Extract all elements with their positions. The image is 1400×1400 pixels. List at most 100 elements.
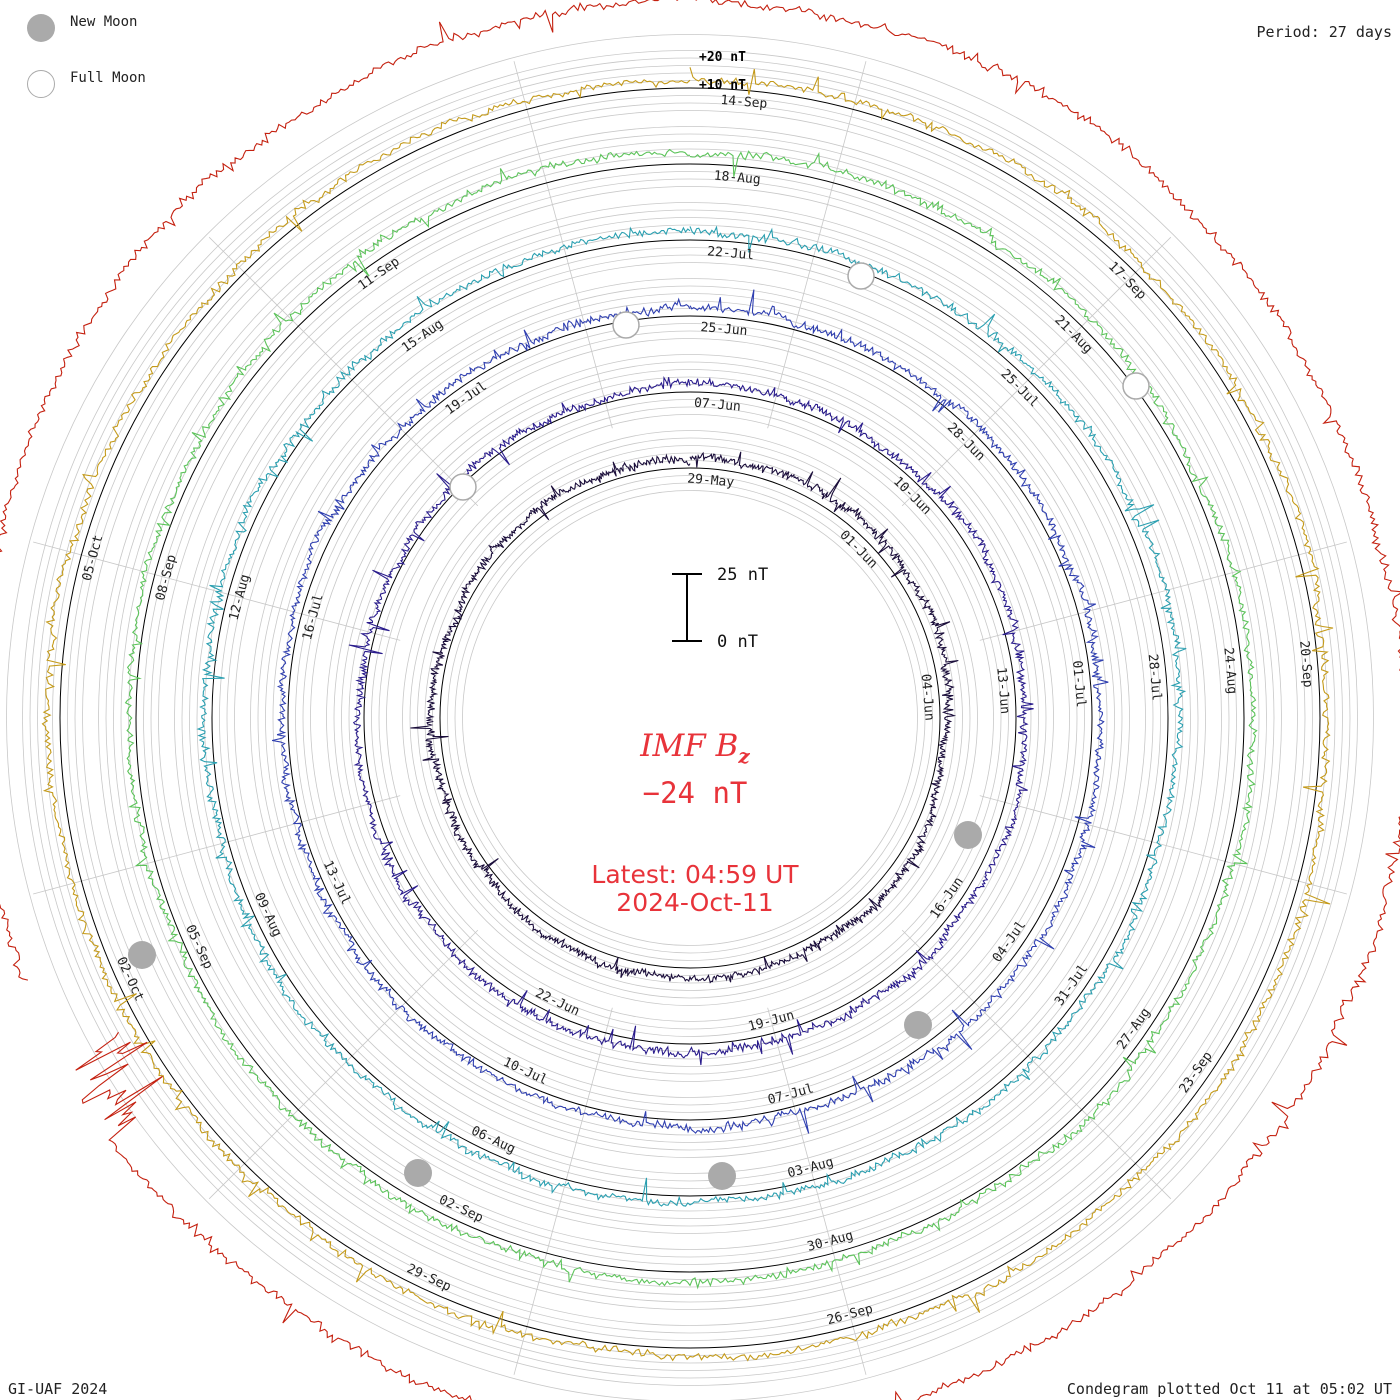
new-moon-marker [708, 1162, 736, 1190]
grid-ring [22, 50, 1358, 1386]
date-label: 20-Sep [1296, 640, 1315, 688]
scale-ticks: +20 nT +10 nT [699, 50, 746, 93]
full-moon-marker [449, 473, 477, 501]
grid-ring [150, 178, 1230, 1258]
grid-ring [6, 34, 1374, 1400]
date-label: 30-Aug [806, 1228, 855, 1255]
grid-ring [189, 217, 1191, 1219]
rotation-baseline [135, 163, 1245, 1273]
date-label: 01-Jul [1069, 660, 1088, 708]
latest-time: Latest: 04:59 UT [591, 860, 799, 889]
grid-ring [74, 102, 1306, 1334]
date-label: 29-May [687, 471, 735, 490]
grid-ring [204, 232, 1176, 1204]
bz-series-rotation-6 [41, 67, 1334, 1362]
chart-title-main: IMF B [640, 728, 739, 764]
date-label: 23-Sep [1177, 1049, 1216, 1096]
date-label: 04-Jun [918, 673, 937, 721]
date-label: 16-Jul [300, 592, 327, 641]
credit-label: GI-UAF 2024 [8, 1380, 108, 1398]
date-label: 13-Jun [993, 667, 1012, 715]
grid-ring [82, 110, 1298, 1326]
grid-ring [302, 330, 1078, 1106]
date-label: 25-Jun [700, 320, 748, 339]
period-label: Period: 27 days [1256, 23, 1392, 41]
grid-ring [272, 300, 1108, 1136]
grid-ring [409, 437, 971, 999]
grid-ring [105, 133, 1275, 1303]
radial-gridlines [6, 34, 1374, 1400]
grid-ring [454, 482, 926, 954]
legend-full-moon-label: Full Moon [70, 70, 146, 86]
rotation-baseline [287, 315, 1093, 1121]
date-label: 16-Jun [928, 875, 967, 922]
grid-ring [29, 57, 1351, 1379]
grid-ring [181, 209, 1199, 1227]
date-label: 14-Sep [720, 93, 768, 112]
full-moon-marker [612, 311, 640, 339]
grid-ring [219, 247, 1161, 1189]
date-label: 08-Sep [153, 553, 180, 602]
new-moon-marker [404, 1159, 432, 1187]
grid-ring [386, 414, 994, 1022]
grid-ring [257, 285, 1123, 1151]
grid-ring [120, 148, 1260, 1288]
latest-date: 2024-Oct-11 [616, 888, 774, 917]
grid-ring [98, 126, 1282, 1310]
legend-full-moon-icon [27, 70, 55, 98]
grid-ring [265, 293, 1115, 1143]
chart-title: IMF Bz [550, 728, 840, 768]
bz-series-rotation-2 [348, 375, 1034, 1066]
grid-ring [378, 406, 1002, 1030]
full-moon-marker [1122, 372, 1150, 400]
grid-ring [174, 202, 1206, 1234]
bz-series-rotation-4 [196, 225, 1187, 1207]
grid-ring [447, 475, 933, 961]
date-label: 26-Sep [825, 1302, 874, 1329]
date-label: 11-Sep [356, 254, 403, 293]
date-label: 19-Jul [443, 379, 490, 418]
date-label: 18-Aug [713, 169, 761, 188]
date-label: 07-Jul [766, 1081, 815, 1108]
grid-ring [158, 186, 1222, 1250]
current-value: −24 nT [642, 776, 748, 810]
rotation-baseline [211, 239, 1169, 1197]
scale-bar: 25 nT 0 nT [672, 565, 768, 652]
moon-phase-markers [128, 262, 1150, 1190]
bz-series-rotation-5 [124, 148, 1258, 1290]
grid-ring [326, 354, 1054, 1082]
rotation-baseline [439, 467, 941, 969]
date-label: 05-Oct [80, 533, 107, 582]
grid-ring [333, 361, 1047, 1075]
scale-label-20nt: +20 nT [699, 50, 746, 65]
date-label: 28-Jul [1145, 653, 1164, 701]
grid-ring [310, 338, 1070, 1098]
bz-series-rotation-1 [410, 451, 959, 984]
new-moon-marker [904, 1011, 932, 1039]
scale-bar-top-label: 25 nT [717, 565, 768, 585]
bz-series-rotation-3 [271, 289, 1109, 1134]
grid-ring [234, 262, 1146, 1174]
plotted-timestamp: Condegram plotted Oct 11 at 05:02 UT [1066, 1380, 1392, 1398]
grid-ring [226, 254, 1154, 1182]
date-label: 24-Aug [1220, 647, 1239, 695]
rotation-baseline [363, 391, 1017, 1045]
grid-ring [143, 171, 1237, 1265]
grid-ring [196, 224, 1184, 1212]
grid-ring [341, 369, 1039, 1067]
grid-ring [250, 278, 1130, 1158]
new-moon-marker [954, 821, 982, 849]
grid-ring [402, 430, 978, 1006]
new-moon-marker [128, 941, 156, 969]
grid-ring [417, 445, 963, 991]
grid-ring [295, 323, 1085, 1113]
date-label: 27-Aug [1114, 1005, 1153, 1052]
angular-gridlines [33, 61, 1347, 1375]
grid-ring [424, 452, 956, 984]
rotation-baseline [59, 87, 1321, 1349]
grid-ring [67, 95, 1313, 1341]
scale-label-10nt: +10 nT [699, 78, 746, 93]
